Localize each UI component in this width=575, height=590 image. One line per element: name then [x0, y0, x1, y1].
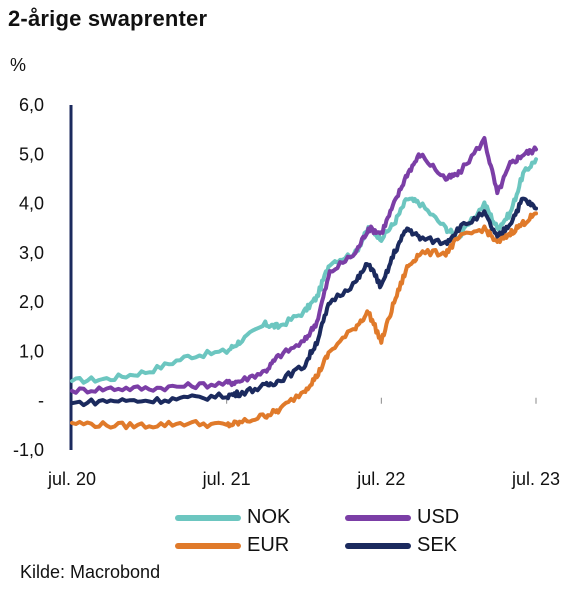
x-tick-label: jul. 20	[47, 469, 96, 489]
series-line-usd	[70, 136, 538, 395]
y-tick-label: 1,0	[19, 341, 44, 361]
legend-label-nok: NOK	[247, 506, 291, 528]
series-lines	[70, 136, 538, 431]
x-axis-ticks: jul. 20 jul. 21 jul. 22 jul. 23	[47, 397, 560, 489]
y-axis-ticks: 6,0 5,0 4,0 3,0 2,0 1,0 - -1,0	[13, 95, 44, 460]
y-tick-label: -1,0	[13, 440, 44, 460]
source-note: Kilde: Macrobond	[20, 562, 161, 582]
legend-item-sek: SEK	[345, 534, 457, 557]
line-chart: 6,05,04,03,02,01,0--1,0 jul. 20 jul. 21 ju…	[13, 95, 560, 489]
y-tick-label: 2,0	[19, 292, 44, 312]
series-line-nok	[70, 157, 538, 385]
legend-swatch-eur	[175, 542, 241, 549]
legend-swatch-usd	[345, 514, 411, 521]
y-tick-label: -	[38, 391, 44, 411]
y-tick-label: 5,0	[19, 144, 44, 164]
series-line-sek	[70, 196, 538, 408]
legend-item-nok: NOK	[175, 506, 290, 529]
chart-title: 2-årige swaprenter	[8, 6, 208, 31]
legend-item-usd: USD	[345, 506, 459, 529]
x-tick-label: jul. 23	[511, 469, 560, 489]
y-unit-label: %	[10, 55, 27, 75]
legend-swatch-nok	[175, 514, 241, 521]
legend-label-eur: EUR	[247, 534, 290, 556]
legend-label-sek: SEK	[417, 534, 458, 556]
series-line-eur	[70, 211, 538, 431]
y-tick-label: 4,0	[19, 194, 44, 214]
x-tick-label: jul. 21	[202, 469, 251, 489]
y-tick-label: 6,0	[19, 95, 44, 115]
x-tick-label: jul. 22	[356, 469, 405, 489]
legend-item-eur: EUR	[175, 534, 289, 557]
legend-swatch-sek	[345, 542, 411, 549]
legend-label-usd: USD	[417, 506, 460, 528]
y-tick-label: 3,0	[19, 243, 44, 263]
